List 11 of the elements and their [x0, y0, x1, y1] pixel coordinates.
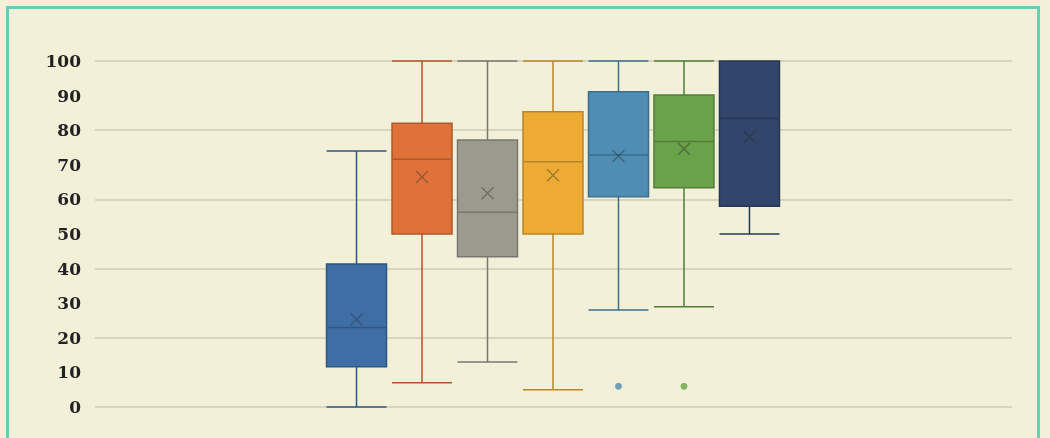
y-tick-label: 60: [57, 189, 82, 210]
y-tick-label: 50: [57, 224, 82, 244]
y-tick-label: 80: [57, 120, 82, 141]
y-tick-label: 30: [57, 293, 82, 314]
y-tick-label: 20: [57, 327, 82, 348]
y-tick-label: 70: [57, 154, 82, 175]
y-tick-label: 100: [45, 51, 82, 71]
y-tick-label: 90: [57, 85, 82, 106]
y-tick-label: 0: [69, 397, 82, 417]
y-tick-label: 10: [57, 362, 82, 383]
y-tick-label: 40: [57, 258, 82, 279]
